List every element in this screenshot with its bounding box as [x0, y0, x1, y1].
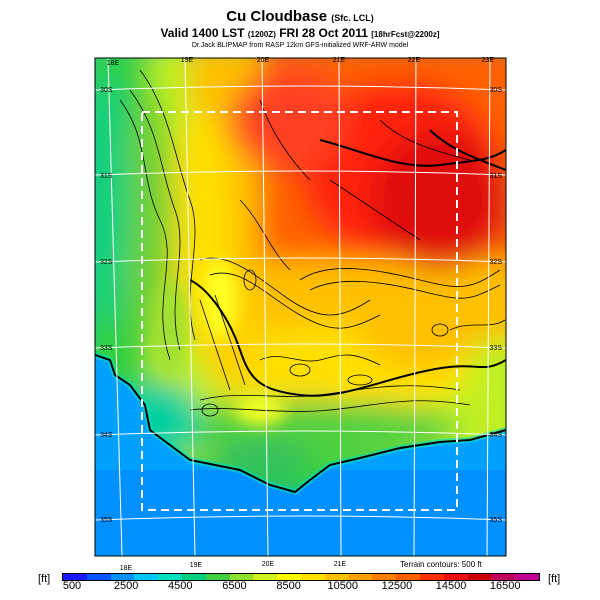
land-field [95, 58, 506, 492]
colorbar-label: 500 [62, 580, 82, 592]
map-title: Cu Cloudbase (Sfc. LCL) [0, 8, 600, 25]
colorbar-segment [300, 574, 325, 580]
terrain-contours [119, 69, 506, 417]
lon-top-19: 19E [181, 57, 194, 64]
colorbar-segment [86, 574, 111, 580]
map-frame [94, 57, 507, 557]
lon-bottom-20: 20E [262, 561, 275, 568]
terrain-contours-note: Terrain contours: 500 ft [400, 560, 482, 569]
lat-right-31: 31S [490, 173, 503, 180]
lat-right-33: 33S [490, 345, 503, 352]
lon-top-21: 21E [333, 57, 346, 64]
colorbar-segment [491, 574, 516, 580]
colorbar-segment [134, 574, 159, 580]
colorbar-label: 10500 [327, 580, 359, 592]
lon-bottom-18: 18E [120, 565, 133, 572]
valid-line: Valid 1400 LST (1200Z) FRI 28 Oct 2011 [… [0, 26, 600, 40]
colorbar [62, 573, 540, 581]
lat-right-35: 35S [490, 517, 503, 524]
valid-date: FRI 28 Oct 2011 [279, 26, 368, 40]
title-text: Cu Cloudbase [226, 8, 328, 25]
colorbar-segment [158, 574, 182, 580]
coastline [95, 129, 506, 494]
colorbar-segment [324, 574, 349, 580]
colorbar-segment [181, 574, 206, 580]
colorbar-segment [229, 574, 254, 580]
lon-bottom-21: 21E [334, 561, 347, 568]
colorbar-segment [277, 574, 301, 580]
colorbar-label: 14500 [435, 580, 467, 592]
colorbar-segment [110, 574, 135, 580]
lon-top-23: 23E [482, 57, 495, 64]
lon-top-18: 18E [107, 60, 120, 67]
inner-domain-box [141, 111, 458, 511]
colorbar-segment [63, 574, 87, 580]
colorbar-segment [396, 574, 420, 580]
lat-left-33: 33S [100, 345, 113, 352]
colorbar-label: 16500 [489, 580, 521, 592]
lon-bottom-19: 19E [190, 562, 203, 569]
map-labels: 18E 19E 20E 21E 22E 23E 18E 19E 20E 21E … [100, 57, 502, 572]
map-field [95, 58, 506, 556]
colorbar-labels: 500 2500 4500 6500 8500 10500 12500 14500 16500 [62, 580, 538, 594]
lat-left-31: 31S [100, 173, 113, 180]
lat-left-35: 35S [100, 517, 113, 524]
lon-top-20: 20E [257, 57, 270, 64]
colorbar-segment [515, 574, 539, 580]
colorbar-segment [419, 574, 444, 580]
graticule [95, 58, 506, 556]
valid-main: Valid 1400 LST [160, 26, 245, 40]
colorbar-segment [467, 574, 492, 580]
colorbar-segment [443, 574, 468, 580]
source-line: Dr.Jack BLIPMAP from RASP 12km GFS-initi… [191, 42, 409, 49]
colorbar-unit-right: [ft] [548, 573, 561, 585]
lat-left-32: 32S [100, 259, 113, 266]
lat-right-34: 34S [490, 432, 503, 439]
lat-right-32: 32S [490, 259, 503, 266]
valid-fcst: [18hrFcst@2200z] [371, 30, 440, 39]
colorbar-label: 2500 [113, 580, 139, 592]
colorbar-unit-left: [ft] [38, 573, 51, 585]
colorbar-segment [372, 574, 397, 580]
colorbar-segment [253, 574, 278, 580]
colorbar-label: 12500 [381, 580, 413, 592]
lat-left-30: 30S [100, 87, 113, 94]
colorbar-label: 8500 [276, 580, 301, 592]
valid-time: (1200Z) [247, 30, 276, 39]
title-suffix: (Sfc. LCL) [331, 13, 374, 23]
lat-right-30: 30S [490, 87, 503, 94]
colorbar-label: 4500 [168, 580, 193, 592]
colorbar-label: 6500 [222, 580, 247, 592]
lon-top-22: 22E [408, 57, 421, 64]
lat-left-34: 34S [100, 432, 113, 439]
colorbar-segment [205, 574, 230, 580]
colorbar-segment [348, 574, 373, 580]
